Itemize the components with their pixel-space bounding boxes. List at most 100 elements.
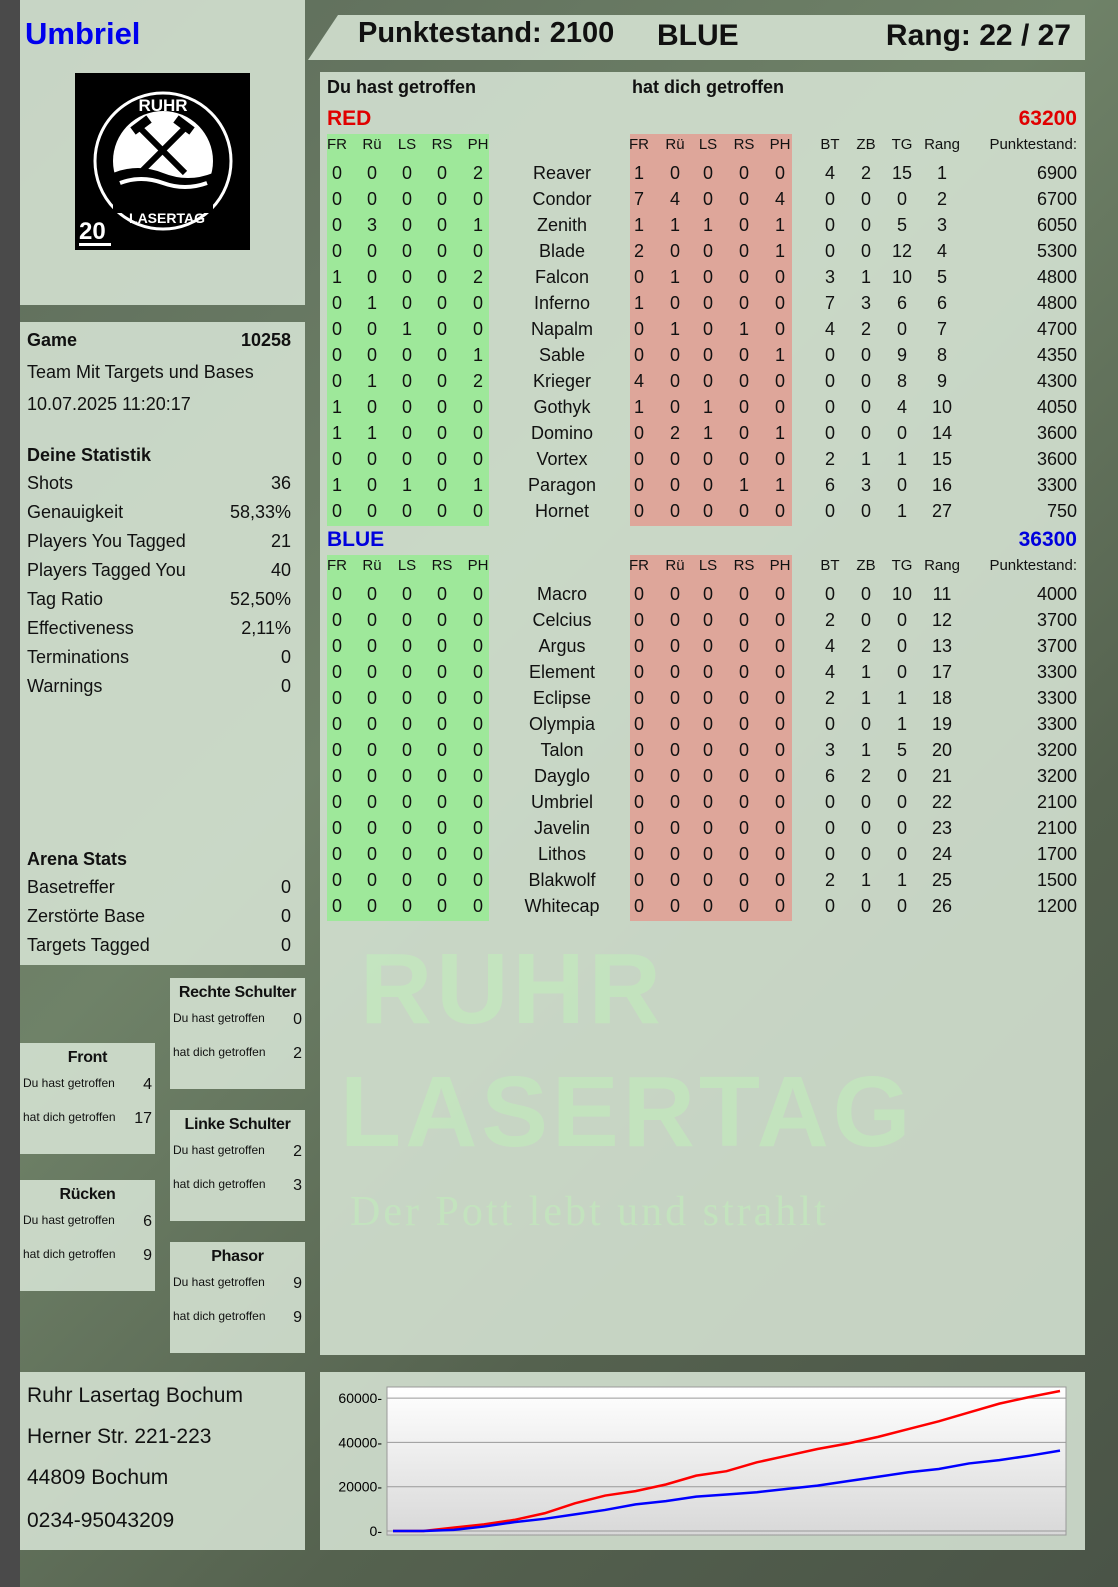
hit-you-cell: 0 xyxy=(633,766,644,786)
stat-cell: 1 xyxy=(896,688,907,708)
you-hit-cell: 0 xyxy=(436,844,447,864)
score-cell: 1500 xyxy=(1036,870,1077,890)
player-row: 0 0 0 0 0 Umbriel 0 0 0 0 0 0 0 0 22 2100 xyxy=(320,792,1085,818)
table-header: FR FR Rü Rü LS LS RS RS PH PH BT ZB TG Rang Punktestan… xyxy=(320,136,1085,162)
you-hit-cell: 0 xyxy=(331,766,342,786)
player-row: 0 0 0 0 0 Blade 2 0 0 0 1 0 0 12 4 5300 xyxy=(320,241,1085,267)
hit-you-cell: 0 xyxy=(633,267,644,287)
you-hit-cell: 0 xyxy=(331,870,342,890)
zone-you-hit: Du hast getroffen 9 xyxy=(173,1275,302,1293)
hit-you-cell: 0 xyxy=(738,345,749,365)
hit-you-cell: 0 xyxy=(702,319,713,339)
hit-you-cell: 1 xyxy=(702,215,713,235)
zone-label: hat dich getroffen xyxy=(173,1045,266,1059)
player-row: 1 0 0 0 2 Falcon 0 1 0 0 0 3 1 10 5 4800 xyxy=(320,267,1085,293)
stat-cell: 8 xyxy=(896,371,907,391)
zone-title: Rücken xyxy=(59,1186,116,1203)
score-cell: 5300 xyxy=(1036,241,1077,261)
arena-label: Targets Tagged xyxy=(27,935,150,955)
player-row: 0 0 0 0 2 Reaver 1 0 0 0 0 4 2 15 1 6900 xyxy=(320,163,1085,189)
hit-you-cell: 0 xyxy=(633,818,644,838)
series-line-1 xyxy=(393,1449,1061,1533)
y-tick-label: 40000- xyxy=(338,1434,382,1450)
player-row: 0 0 0 0 0 Javelin 0 0 0 0 0 0 0 0 23 2100 xyxy=(320,818,1085,844)
you-hit-cell: 1 xyxy=(472,475,483,495)
stat-cell: 2 xyxy=(860,163,871,183)
hit-you-cell: 1 xyxy=(669,319,680,339)
hit-you-cell: 0 xyxy=(774,766,785,786)
stat-cell: 8 xyxy=(936,345,947,365)
player-name: Dayglo xyxy=(533,766,591,786)
you-hit-cell: 0 xyxy=(366,896,377,916)
hit-you-cell: 1 xyxy=(738,475,749,495)
stat-cell: 11 xyxy=(932,584,952,604)
you-hit-cell: 0 xyxy=(401,792,412,812)
zone-label: Du hast getroffen xyxy=(173,1011,265,1025)
zone-hit-you: hat dich getroffen 2 xyxy=(173,1045,302,1063)
player-row: 0 1 0 0 0 Inferno 1 0 0 0 0 7 3 6 6 4800 xyxy=(320,293,1085,319)
team-total: 36300 xyxy=(1018,528,1077,551)
stat-label: Players Tagged You xyxy=(27,560,186,580)
zone-label: Du hast getroffen xyxy=(173,1143,265,1157)
column-header: PH xyxy=(467,136,489,153)
stat-cell: 6 xyxy=(824,766,835,786)
stat-cell: 0 xyxy=(896,423,907,443)
stat-value: 40 xyxy=(270,560,291,580)
hit-you-cell: 0 xyxy=(669,792,680,812)
stat-cell: 1 xyxy=(896,714,907,734)
hit-you-cell: 0 xyxy=(702,189,713,209)
stat-cell: 3 xyxy=(860,293,871,313)
stat-cell: 0 xyxy=(860,423,871,443)
arena-value: 0 xyxy=(280,935,291,955)
you-hit-cell: 0 xyxy=(472,896,483,916)
column-header: Rang xyxy=(924,136,960,153)
column-header: RS xyxy=(431,136,453,153)
stat-label: Players You Tagged xyxy=(27,531,186,551)
you-hit-cell: 0 xyxy=(366,345,377,365)
column-header: Punktestand: xyxy=(989,136,1077,153)
stat-cell: 0 xyxy=(860,792,871,812)
you-hit-cell: 0 xyxy=(331,714,342,734)
arena-title: Arena Stats xyxy=(27,849,128,869)
you-hit-cell: 0 xyxy=(331,662,342,682)
stat-cell: 0 xyxy=(824,241,835,261)
you-hit-cell: 0 xyxy=(366,662,377,682)
hit-you-cell: 0 xyxy=(633,610,644,630)
hit-you-cell: 0 xyxy=(633,870,644,890)
score-cell: 6900 xyxy=(1036,163,1077,183)
player-name: Talon xyxy=(540,740,584,760)
you-hit-cell: 0 xyxy=(401,449,412,469)
player-name: Domino xyxy=(530,423,594,443)
player-rank: Rang: 22 / 27 xyxy=(885,19,1071,52)
column-header: BT xyxy=(820,136,840,153)
player-row: 0 0 0 0 0 Celcius 0 0 0 0 0 2 0 0 12 3700 xyxy=(320,610,1085,636)
table-header: FR FR Rü Rü LS LS RS RS PH PH BT ZB TG Rang Punktestan… xyxy=(320,557,1085,583)
stat-cell: 0 xyxy=(824,584,835,604)
stat-cell: 9 xyxy=(936,371,947,391)
hit-you-cell: 0 xyxy=(738,371,749,391)
player-name: Krieger xyxy=(532,371,592,391)
hit-you-cell: 0 xyxy=(669,475,680,495)
column-header: ZB xyxy=(856,136,876,153)
you-hit-cell: 0 xyxy=(436,896,447,916)
hit-you-cell: 0 xyxy=(633,345,644,365)
hit-you-cell: 0 xyxy=(669,397,680,417)
game-label: Game xyxy=(27,330,78,350)
stat-value: 36 xyxy=(270,473,291,493)
player-name: Napalm xyxy=(530,319,594,339)
you-hit-cell: 0 xyxy=(331,189,342,209)
zone-you-hit: Du hast getroffen 0 xyxy=(173,1011,302,1029)
score-cell: 750 xyxy=(1046,501,1077,521)
stat-cell: 0 xyxy=(824,714,835,734)
hit-you-cell: 0 xyxy=(774,792,785,812)
stat-label: Warnings xyxy=(27,676,103,696)
hit-you-cell: 0 xyxy=(774,267,785,287)
stat-cell: 0 xyxy=(824,792,835,812)
svg-text:20: 20 xyxy=(79,218,106,245)
score-cell: 6700 xyxy=(1036,189,1077,209)
score-cell: 6050 xyxy=(1036,215,1077,235)
you-hit-cell: 0 xyxy=(401,345,412,365)
team-total: 63200 xyxy=(1018,107,1077,130)
hit-you-cell: 0 xyxy=(738,163,749,183)
hit-you-cell: 1 xyxy=(738,319,749,339)
